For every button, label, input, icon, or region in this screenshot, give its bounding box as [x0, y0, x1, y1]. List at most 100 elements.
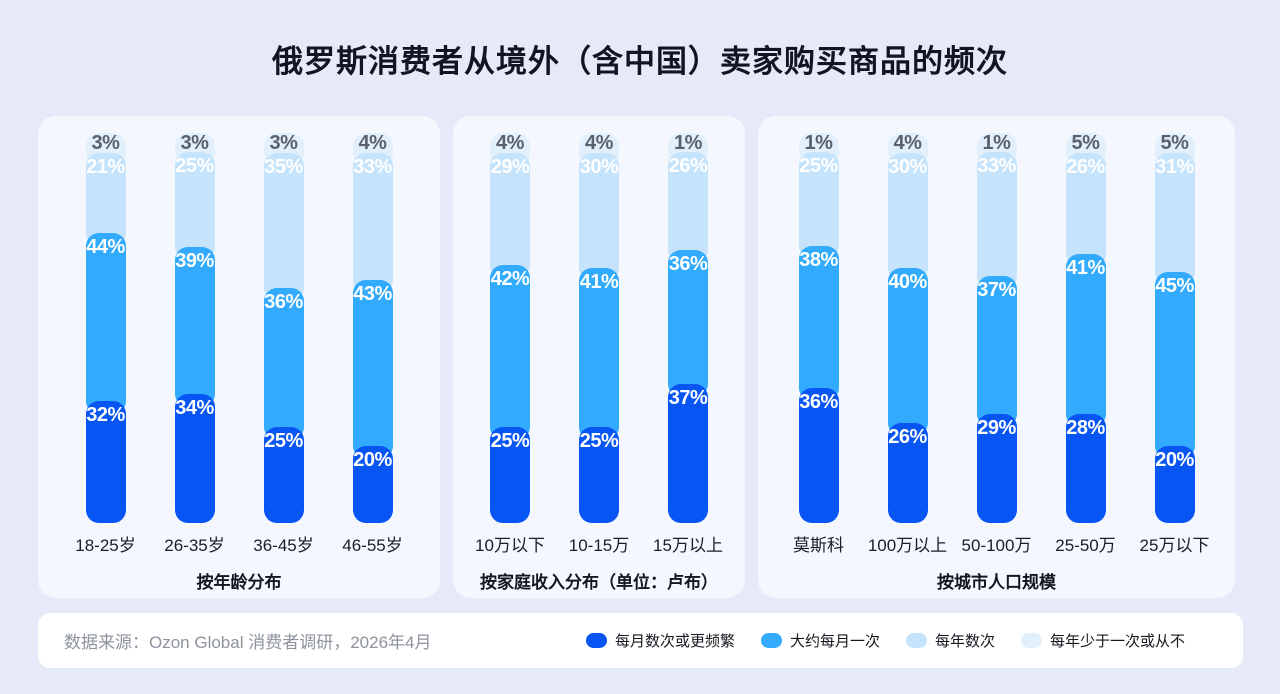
bar-value-label: 26%: [1066, 155, 1105, 178]
bar-segment: 29%: [490, 152, 530, 278]
bar-value-label: 31%: [1155, 155, 1194, 178]
bar-value-label: 26%: [668, 155, 708, 178]
bar-segment: 33%: [976, 152, 1017, 289]
bar-value-label: 36%: [668, 252, 708, 275]
category-label: 50-100万: [961, 536, 1032, 555]
legend-swatch-icon: [760, 633, 782, 648]
stacked-bar: 3% 35% 36% 25%: [263, 132, 304, 523]
bar-value-label: 33%: [977, 155, 1016, 178]
bar-segment: 37%: [976, 275, 1017, 428]
bar-column: 4% 30% 41% 25%: [555, 133, 644, 523]
bar-column: 4% 30% 40% 26%: [863, 133, 952, 523]
source-note: 数据来源：Ozon Global 消费者调研，2026年4月: [64, 633, 432, 652]
bar-column: 1% 25% 38% 36%: [774, 133, 863, 523]
bar-column: 5% 26% 41% 28%: [1041, 133, 1130, 523]
bar-value-label: 3%: [91, 132, 120, 154]
legend-label: 每年数次: [934, 633, 995, 650]
bar-value-label: 28%: [1066, 416, 1105, 439]
bar-segment: 36%: [668, 249, 708, 398]
bar-segment: 45%: [1154, 272, 1195, 459]
bar-segment: 35%: [263, 152, 304, 301]
bar-segment: 41%: [579, 268, 619, 440]
legend-swatch-icon: [905, 633, 927, 648]
bar-value-label: 1%: [804, 132, 833, 154]
bar-segment: 26%: [668, 152, 708, 263]
bar-value-label: 34%: [175, 397, 214, 420]
bar-value-label: 4%: [496, 132, 524, 154]
legend-item: 每年数次: [905, 630, 995, 651]
bar-segment: 29%: [976, 414, 1017, 523]
legend-item: 每年少于一次或从不: [1020, 630, 1185, 651]
bar-value-label: 3%: [180, 132, 209, 154]
category-label: 10-15万: [568, 536, 630, 555]
panel-caption-income: 按家庭收入分布（单位：卢布）: [480, 573, 718, 592]
bar-value-label: 26%: [888, 425, 927, 448]
category-row-income: 10万以下 10-15万 15万以上: [466, 535, 733, 557]
bar-value-label: 20%: [1155, 448, 1194, 471]
bar-segment: 26%: [887, 422, 928, 523]
bar-value-label: 1%: [674, 132, 702, 154]
bar-segment: 37%: [668, 384, 708, 523]
bar-segment: 36%: [798, 388, 839, 523]
bar-segment: 26%: [1065, 152, 1106, 268]
category-label: 46-55岁: [342, 536, 403, 555]
category-label: 10万以下: [475, 536, 545, 555]
bar-segment: 25%: [490, 426, 530, 523]
stacked-bar: 1% 25% 38% 36%: [798, 132, 839, 523]
bar-value-label: 42%: [490, 267, 530, 290]
bar-segment: 41%: [1065, 254, 1106, 427]
bar-value-label: 30%: [888, 155, 927, 178]
bar-value-label: 32%: [86, 403, 125, 426]
bar-value-label: 1%: [982, 132, 1011, 154]
category-label: 100万以上: [867, 536, 948, 555]
legend-label: 大约每月一次: [789, 633, 880, 650]
category-label: 18-25岁: [75, 536, 136, 555]
bar-segment: 20%: [352, 445, 393, 523]
footer-bar: 数据来源：Ozon Global 消费者调研，2026年4月 每月数次或更频繁 大…: [38, 613, 1243, 668]
bar-value-label: 25%: [490, 429, 530, 452]
bar-column: 4% 33% 43% 20%: [328, 133, 417, 523]
category-row-city: 莫斯科 100万以上 50-100万 25-50万 25万以下: [774, 535, 1219, 557]
bars-area-income: 4% 29% 42% 25% 4% 30% 41% 25% 1% 26% 36% 37%: [466, 133, 733, 523]
stacked-bar: 5% 26% 41% 28%: [1065, 132, 1106, 523]
bar-value-label: 40%: [888, 271, 927, 294]
bars-area-city: 1% 25% 38% 36% 4% 30% 40% 26% 1% 33% 37% 29% 5% 26% 41…: [774, 133, 1219, 523]
bar-column: 5% 31% 45% 20%: [1130, 133, 1219, 523]
stacked-bar: 5% 31% 45% 20%: [1154, 132, 1195, 523]
bar-value-label: 5%: [1071, 132, 1100, 154]
stacked-bar: 4% 29% 42% 25%: [490, 133, 530, 523]
bar-value-label: 45%: [1155, 275, 1194, 298]
page-title: 俄罗斯消费者从境外（含中国）卖家购买商品的频次: [272, 44, 1008, 79]
legend-label: 每月数次或更频繁: [614, 633, 735, 650]
panel-caption-city: 按城市人口规模: [937, 573, 1056, 592]
bar-value-label: 3%: [269, 132, 298, 154]
bar-segment: 38%: [798, 245, 839, 402]
bar-value-label: 5%: [1160, 132, 1189, 154]
bar-segment: 40%: [887, 268, 928, 436]
bar-segment: 44%: [85, 232, 126, 414]
bar-value-label: 29%: [490, 155, 530, 178]
bar-column: 1% 26% 36% 37%: [644, 133, 733, 523]
charts-row: 3% 21% 44% 32% 3% 25% 39% 34% 3% 35% 36% 25% 4% 33% 43…: [38, 116, 1243, 598]
panel-caption-age: 按年龄分布: [196, 573, 282, 592]
bar-segment: 34%: [174, 394, 215, 523]
bar-segment: 28%: [1065, 413, 1106, 523]
stacked-bar: 1% 26% 36% 37%: [668, 133, 708, 523]
bar-value-label: 4%: [893, 132, 922, 154]
legend-item: 大约每月一次: [760, 630, 880, 651]
legend-swatch-icon: [1020, 633, 1042, 648]
category-label: 25万以下: [1139, 536, 1210, 555]
bar-value-label: 25%: [579, 429, 619, 452]
bar-segment: 25%: [579, 426, 619, 523]
stacked-bar: 4% 33% 43% 20%: [352, 133, 393, 523]
legend: 每月数次或更频繁 大约每月一次 每年数次 每年少于一次或从不: [585, 630, 1185, 651]
chart-panel-income: 4% 29% 42% 25% 4% 30% 41% 25% 1% 26% 36% 37% 10万以下 1…: [453, 116, 745, 598]
bar-value-label: 44%: [86, 235, 125, 258]
bar-segment: 30%: [887, 152, 928, 282]
chart-panel-city: 1% 25% 38% 36% 4% 30% 40% 26% 1% 33% 37% 29% 5% 26% 41…: [758, 116, 1235, 598]
bar-segment: 25%: [174, 152, 215, 260]
bar-segment: 39%: [174, 246, 215, 408]
bar-value-label: 41%: [1066, 257, 1105, 280]
category-label: 莫斯科: [793, 536, 844, 555]
